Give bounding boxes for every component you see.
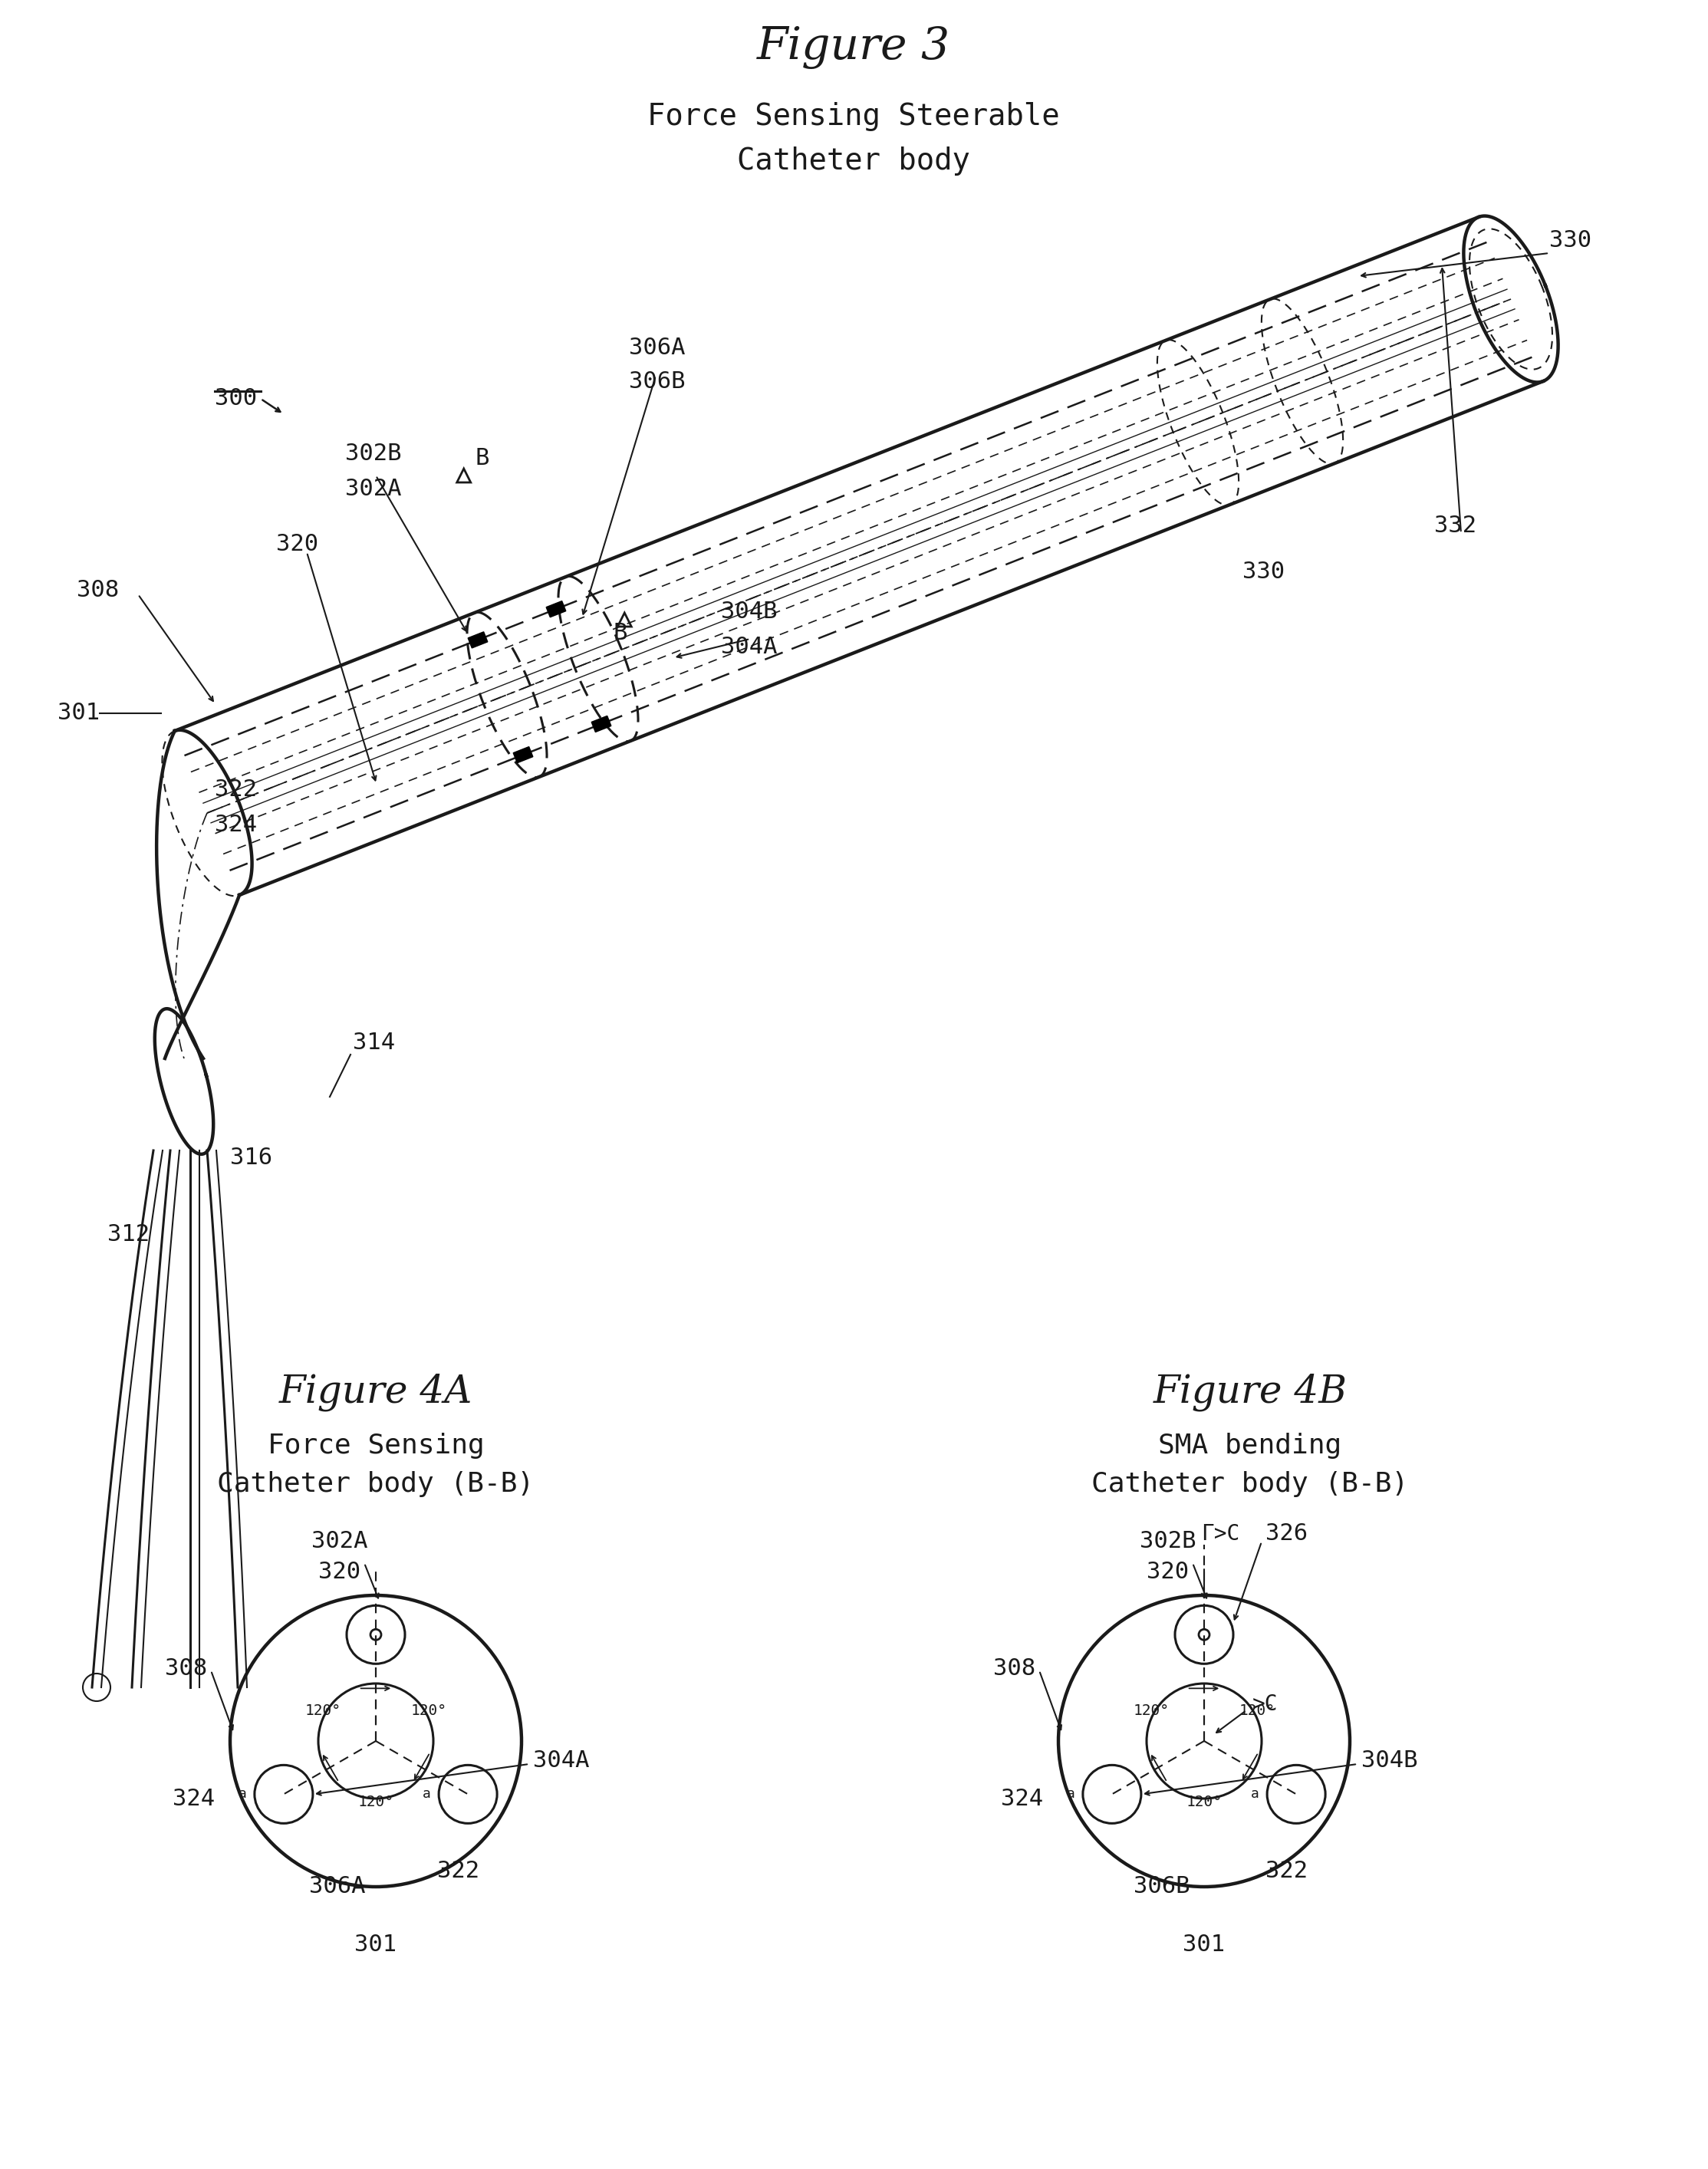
Text: >C: >C <box>1252 1694 1278 1716</box>
Text: B: B <box>475 447 490 469</box>
Text: 326: 326 <box>1266 1523 1308 1544</box>
Text: Figure 3: Figure 3 <box>757 26 950 69</box>
Text: 300: 300 <box>215 388 256 410</box>
Text: 314: 314 <box>354 1032 395 1054</box>
Text: 308: 308 <box>164 1657 207 1679</box>
Text: 324: 324 <box>173 1787 215 1809</box>
Text: 324: 324 <box>1001 1787 1044 1809</box>
Text: 306A: 306A <box>629 336 685 358</box>
Text: 301: 301 <box>1184 1933 1225 1956</box>
Text: a: a <box>1068 1787 1074 1800</box>
Text: 301: 301 <box>355 1933 396 1956</box>
Text: Catheter body (B-B): Catheter body (B-B) <box>217 1471 535 1497</box>
Polygon shape <box>514 746 533 763</box>
Polygon shape <box>468 631 487 649</box>
Text: Γ>C: Γ>C <box>1201 1523 1240 1544</box>
Text: 308: 308 <box>77 579 120 601</box>
Text: 320: 320 <box>318 1562 360 1583</box>
Text: Catheter body (B-B): Catheter body (B-B) <box>1091 1471 1409 1497</box>
Text: 302B: 302B <box>1139 1531 1196 1553</box>
Text: 322: 322 <box>1266 1861 1308 1883</box>
Text: 316: 316 <box>231 1147 272 1169</box>
Polygon shape <box>547 601 565 618</box>
Circle shape <box>1199 1629 1209 1640</box>
Text: Catheter body: Catheter body <box>738 147 970 176</box>
Text: 306A: 306A <box>309 1876 366 1898</box>
Text: 302A: 302A <box>313 1531 369 1553</box>
Circle shape <box>371 1629 381 1640</box>
Text: 320: 320 <box>1146 1562 1189 1583</box>
Text: 330: 330 <box>1242 560 1284 583</box>
Text: 120°: 120° <box>304 1703 342 1718</box>
Text: 304A: 304A <box>721 636 777 657</box>
Text: a: a <box>1250 1787 1259 1800</box>
Text: a: a <box>424 1787 430 1800</box>
Text: 120°: 120° <box>1185 1796 1223 1809</box>
Text: Figure 4A: Figure 4A <box>278 1373 473 1412</box>
Text: 332: 332 <box>1435 514 1476 536</box>
Text: a: a <box>239 1787 248 1800</box>
Text: 120°: 120° <box>357 1796 395 1809</box>
Text: 324: 324 <box>215 813 256 835</box>
Text: Figure 4B: Figure 4B <box>1153 1373 1348 1412</box>
Polygon shape <box>591 716 611 733</box>
Text: 120°: 120° <box>412 1703 447 1718</box>
Text: 308: 308 <box>992 1657 1035 1679</box>
Text: Force Sensing Steerable: Force Sensing Steerable <box>647 102 1059 130</box>
Text: 120°: 120° <box>1132 1703 1170 1718</box>
Text: 306B: 306B <box>629 371 685 393</box>
Text: Force Sensing: Force Sensing <box>268 1434 485 1460</box>
Text: SMA bending: SMA bending <box>1158 1434 1342 1460</box>
Text: 322: 322 <box>215 779 256 800</box>
Text: 301: 301 <box>58 703 99 724</box>
Text: 322: 322 <box>437 1861 480 1883</box>
Text: 304A: 304A <box>533 1748 589 1772</box>
Text: 312: 312 <box>108 1223 150 1245</box>
Text: 330: 330 <box>1549 230 1592 252</box>
Text: 304B: 304B <box>721 601 777 623</box>
Text: 304B: 304B <box>1361 1748 1418 1772</box>
Text: 302B: 302B <box>345 442 401 464</box>
Text: 302A: 302A <box>345 477 401 501</box>
Text: 120°: 120° <box>1238 1703 1276 1718</box>
Text: 320: 320 <box>277 534 318 555</box>
Text: B: B <box>613 623 627 644</box>
Text: 306B: 306B <box>1134 1876 1190 1898</box>
